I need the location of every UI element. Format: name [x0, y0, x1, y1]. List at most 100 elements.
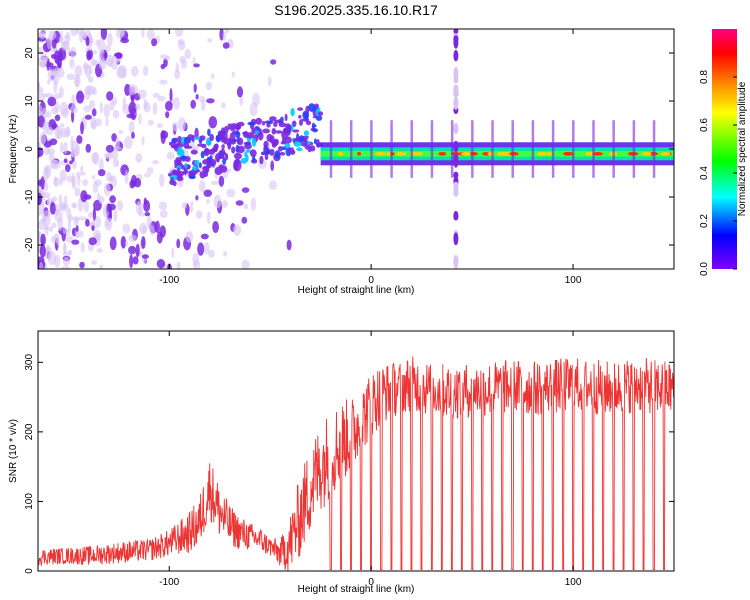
transition-blob	[254, 130, 259, 135]
noise-blob	[84, 114, 92, 120]
noise-blob	[149, 225, 155, 236]
noise-blob	[38, 51, 47, 56]
noise-blob	[138, 113, 142, 125]
noise-blob	[152, 92, 160, 98]
noise-blob	[91, 225, 95, 232]
noise-blob	[39, 87, 44, 94]
transition-blob	[176, 176, 184, 182]
transition-blob	[231, 146, 236, 154]
noise-blob	[189, 205, 194, 213]
interference-blob	[453, 213, 459, 221]
noise-blob	[96, 248, 103, 253]
noise-blob	[47, 68, 57, 82]
noise-blob	[222, 42, 230, 49]
noise-blob	[195, 210, 203, 219]
transition-blob	[183, 167, 187, 176]
transition-blob	[314, 103, 319, 110]
noise-blob	[128, 234, 137, 242]
transition-blob	[189, 175, 196, 180]
noise-blob	[249, 102, 258, 117]
noise-blob	[54, 114, 61, 122]
transition-blob	[234, 152, 242, 160]
transition-blob	[179, 155, 187, 160]
noise-blob	[241, 216, 248, 224]
noise-blob	[122, 96, 127, 109]
noise-blob	[47, 79, 51, 85]
noise-blob	[223, 250, 228, 257]
noise-blob	[210, 180, 220, 186]
noise-blob	[190, 99, 196, 109]
noise-blob	[206, 211, 211, 224]
carrier-spike	[410, 120, 414, 178]
carrier-spike	[329, 120, 333, 178]
noise-blob	[159, 173, 165, 188]
noise-blob	[67, 218, 72, 232]
noise-blob	[107, 32, 113, 47]
noise-blob	[267, 76, 272, 87]
carrier-spike	[370, 120, 373, 178]
noise-blob	[74, 187, 81, 197]
noise-blob	[131, 174, 137, 188]
transition-blob	[235, 131, 241, 139]
noise-blob	[79, 261, 85, 269]
transition-blob	[285, 123, 291, 129]
snr-x-axis-label: Height of straight line (km)	[298, 584, 415, 595]
noise-blob	[224, 29, 229, 34]
noise-blob	[63, 195, 68, 204]
noise-blob	[54, 50, 60, 64]
noise-blob	[204, 241, 210, 255]
noise-blob	[45, 225, 49, 230]
noise-blob	[169, 88, 173, 102]
snr-y-tick-label: 0	[24, 568, 35, 574]
noise-blob	[241, 187, 250, 193]
noise-blob	[87, 76, 94, 83]
noise-blob	[205, 81, 213, 91]
noise-blob	[71, 94, 76, 107]
noise-blob	[157, 95, 166, 102]
noise-blob	[235, 200, 244, 206]
transition-blob	[292, 129, 300, 133]
noise-blob	[141, 254, 149, 259]
spectrogram-x-axis-label: Height of straight line (km)	[298, 285, 415, 296]
noise-blob	[86, 85, 96, 96]
transition-blob	[263, 145, 268, 154]
noise-blob	[185, 231, 194, 243]
noise-blob	[76, 135, 83, 144]
transition-blob	[170, 177, 174, 183]
noise-blob	[67, 249, 73, 256]
transition-blob	[200, 150, 205, 159]
noise-blob	[208, 116, 218, 129]
noise-blob	[58, 194, 63, 206]
noise-blob	[106, 204, 111, 212]
noise-blob	[141, 29, 145, 38]
noise-blob	[213, 194, 222, 209]
snr-y-axis-label: SNR (10 * v/v)	[8, 419, 19, 483]
noise-blob	[80, 165, 84, 173]
noise-blob	[152, 160, 160, 165]
noise-blob	[46, 110, 51, 118]
transition-blob	[223, 126, 229, 134]
noise-blob	[71, 172, 75, 187]
noise-blob	[195, 94, 199, 100]
noise-blob	[66, 207, 72, 221]
noise-blob	[61, 107, 70, 118]
noise-blob	[269, 180, 277, 190]
noise-blob	[47, 148, 56, 155]
carrier-peak	[536, 152, 548, 156]
carrier-spike	[450, 120, 454, 178]
transition-blob	[168, 141, 173, 146]
noise-blob	[103, 52, 108, 59]
noise-blob	[80, 242, 85, 253]
transition-blob	[227, 142, 232, 150]
noise-blob	[191, 145, 200, 151]
noise-blob	[95, 118, 102, 127]
noise-blob	[76, 90, 85, 104]
noise-blob	[174, 69, 181, 80]
transition-blob	[279, 152, 286, 156]
transition-blob	[275, 130, 283, 134]
noise-blob	[270, 160, 275, 171]
transition-blob	[317, 111, 324, 116]
carrier-spike	[531, 120, 535, 178]
noise-blob	[236, 86, 244, 98]
